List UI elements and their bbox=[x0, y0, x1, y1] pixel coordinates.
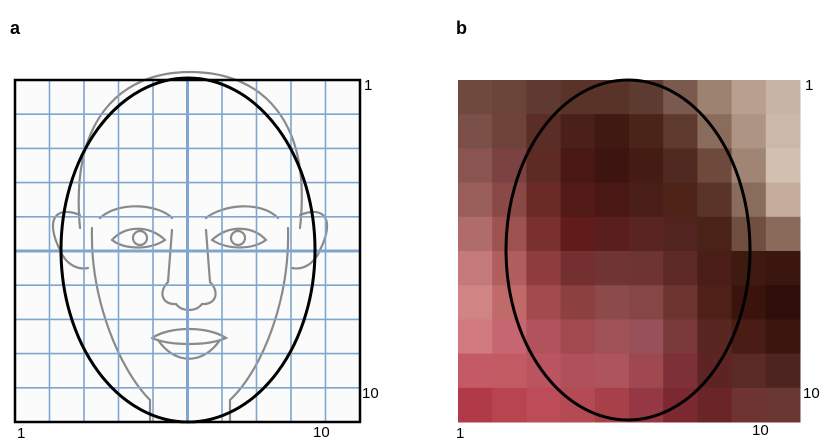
pixel bbox=[595, 183, 630, 218]
pixel bbox=[732, 114, 767, 149]
panel-a: a 1 10 1 10 bbox=[10, 18, 379, 441]
pixel bbox=[458, 251, 493, 286]
pixel bbox=[663, 114, 698, 149]
pixel bbox=[458, 148, 493, 183]
pixel bbox=[697, 251, 732, 286]
pixel bbox=[766, 388, 801, 423]
figure: a 1 10 1 10 b 1 10 1 10 bbox=[0, 0, 829, 441]
pixel bbox=[458, 354, 493, 389]
pixel bbox=[595, 148, 630, 183]
pixel bbox=[595, 251, 630, 286]
corner-label: 1 bbox=[17, 425, 25, 441]
pixel bbox=[458, 319, 493, 354]
pixel bbox=[663, 319, 698, 354]
pixel bbox=[663, 148, 698, 183]
pixel bbox=[697, 183, 732, 218]
pixel bbox=[766, 217, 801, 252]
pixel bbox=[595, 114, 630, 149]
pixel bbox=[629, 148, 664, 183]
pixel bbox=[526, 285, 561, 320]
pixel bbox=[526, 388, 561, 423]
pixel bbox=[697, 285, 732, 320]
corner-label: 1 bbox=[805, 77, 813, 94]
pixel bbox=[526, 183, 561, 218]
pixel bbox=[492, 251, 527, 286]
pixel bbox=[458, 183, 493, 218]
pixel bbox=[561, 354, 596, 389]
pixel bbox=[458, 388, 493, 423]
pixel bbox=[629, 217, 664, 252]
corner-label: 10 bbox=[803, 385, 820, 402]
pixel bbox=[458, 80, 493, 115]
pixel bbox=[526, 80, 561, 115]
pixel bbox=[526, 319, 561, 354]
pixel bbox=[697, 80, 732, 115]
pixel bbox=[732, 388, 767, 423]
panel-letter: a bbox=[10, 18, 21, 38]
page: a 1 10 1 10 b 1 10 1 10 (() => { const d bbox=[0, 0, 829, 441]
pixel bbox=[561, 217, 596, 252]
pixel bbox=[492, 354, 527, 389]
pixel bbox=[629, 354, 664, 389]
pixel bbox=[561, 114, 596, 149]
pixel bbox=[526, 217, 561, 252]
pixel bbox=[766, 319, 801, 354]
pixel bbox=[595, 285, 630, 320]
pixel bbox=[732, 285, 767, 320]
pixel bbox=[561, 148, 596, 183]
pixel bbox=[732, 80, 767, 115]
pixel bbox=[766, 148, 801, 183]
pixel bbox=[629, 183, 664, 218]
pixel bbox=[766, 80, 801, 115]
pixel bbox=[458, 285, 493, 320]
pixel bbox=[595, 217, 630, 252]
pixel bbox=[629, 285, 664, 320]
corner-label: 1 bbox=[364, 77, 372, 94]
pixel bbox=[595, 319, 630, 354]
pixel bbox=[526, 251, 561, 286]
pixel bbox=[561, 80, 596, 115]
pixel bbox=[732, 354, 767, 389]
panel-b: b 1 10 1 10 bbox=[456, 18, 820, 441]
pixel bbox=[492, 388, 527, 423]
pixel bbox=[663, 354, 698, 389]
pixel bbox=[458, 114, 493, 149]
pixel bbox=[663, 285, 698, 320]
panel-letter: b bbox=[456, 18, 467, 38]
pixel bbox=[629, 319, 664, 354]
corner-label: 10 bbox=[362, 385, 379, 402]
pixel bbox=[629, 251, 664, 286]
pixel bbox=[492, 217, 527, 252]
pixel bbox=[561, 319, 596, 354]
pixel bbox=[492, 114, 527, 149]
pixel bbox=[492, 80, 527, 115]
pixel bbox=[766, 251, 801, 286]
pixel bbox=[629, 114, 664, 149]
pixel bbox=[663, 183, 698, 218]
pixel bbox=[766, 114, 801, 149]
pixel bbox=[458, 217, 493, 252]
pixel bbox=[697, 217, 732, 252]
pixel bbox=[766, 285, 801, 320]
pixel bbox=[697, 388, 732, 423]
pixel bbox=[766, 183, 801, 218]
pixel bbox=[732, 148, 767, 183]
pixel bbox=[561, 183, 596, 218]
corner-label: 10 bbox=[313, 424, 330, 441]
pixel bbox=[766, 354, 801, 389]
pixel bbox=[526, 148, 561, 183]
pixel bbox=[663, 251, 698, 286]
pixel bbox=[663, 217, 698, 252]
pixel bbox=[595, 354, 630, 389]
pixel bbox=[561, 251, 596, 286]
pixel bbox=[732, 183, 767, 218]
corner-label: 1 bbox=[456, 425, 464, 441]
corner-label: 10 bbox=[752, 422, 769, 439]
pixel bbox=[561, 285, 596, 320]
